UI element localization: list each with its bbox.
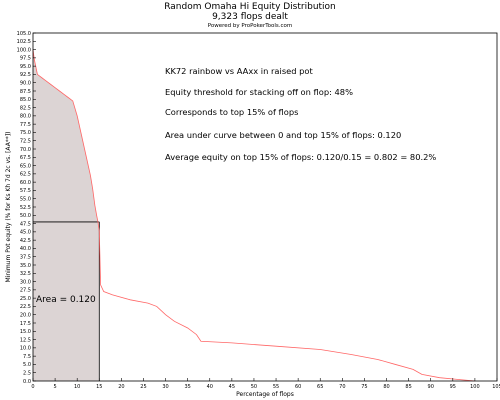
- annotation-area: Area under curve between 0 and top 15% o…: [165, 130, 401, 140]
- x-tick-label: 30: [162, 384, 168, 390]
- x-tick-label: 40: [207, 384, 213, 390]
- y-tick-label: 90.0: [20, 81, 31, 87]
- y-tick-label: 20.0: [20, 313, 31, 319]
- y-tick-label: 35.0: [20, 263, 31, 269]
- y-tick-label: 87.5: [20, 89, 31, 95]
- plot-frame: [32, 32, 498, 382]
- y-tick-label: 47.5: [20, 221, 31, 227]
- y-tick-label: 40.0: [20, 246, 31, 252]
- y-tick-label: 17.5: [20, 321, 31, 327]
- area-under-curve-fill: [33, 49, 100, 381]
- y-tick-label: 77.5: [20, 122, 31, 128]
- y-tick-label: 45.0: [20, 230, 31, 236]
- y-axis-label: Minimum Pot equity (% for Ks Kh 7d 2c vs…: [5, 132, 12, 283]
- y-tick-label: 0.0: [23, 379, 31, 385]
- x-tick-label: 55: [273, 384, 279, 390]
- annotation-matchup: KK72 rainbow vs AAxx in raised pot: [165, 66, 313, 76]
- y-tick-label: 95.0: [20, 64, 31, 70]
- y-tick-label: 65.0: [20, 163, 31, 169]
- y-tick-label: 105.0: [17, 31, 31, 37]
- x-tick-label: 35: [184, 384, 190, 390]
- y-tick-label: 50.0: [20, 213, 31, 219]
- y-tick-label: 52.5: [20, 205, 31, 211]
- y-tick-label: 25.0: [20, 296, 31, 302]
- annotation-threshold: Equity threshold for stacking off on flo…: [165, 87, 353, 97]
- chart-credit: Powered by ProPokerTools.com: [208, 23, 293, 29]
- x-tick-label: 45: [229, 384, 235, 390]
- x-tick-label: 75: [361, 384, 367, 390]
- y-tick-label: 10.0: [20, 346, 31, 352]
- y-tick-label: 97.5: [20, 56, 31, 62]
- y-tick-label: 72.5: [20, 139, 31, 145]
- y-tick-label: 100.0: [17, 47, 31, 53]
- x-tick-label: 0: [31, 384, 34, 390]
- y-tick-label: 85.0: [20, 97, 31, 103]
- x-tick-label: 25: [140, 384, 146, 390]
- x-tick-label: 105: [492, 384, 500, 390]
- y-tick-label: 82.5: [20, 105, 31, 111]
- y-tick-label: 5.0: [23, 362, 31, 368]
- y-tick-label: 42.5: [20, 238, 31, 244]
- y-tick-label: 62.5: [20, 172, 31, 178]
- y-tick-label: 32.5: [20, 271, 31, 277]
- chart-title: Random Omaha Hi Equity Distribution: [164, 2, 336, 12]
- y-tick-label: 27.5: [20, 288, 31, 294]
- chart-subtitle: 9,323 flops dealt: [212, 12, 288, 22]
- x-tick-label: 60: [295, 384, 301, 390]
- x-tick-label: 95: [450, 384, 456, 390]
- x-tick-label: 70: [339, 384, 345, 390]
- area-label: Area = 0.120: [36, 295, 96, 305]
- annotation-average: Average equity on top 15% of flops: 0.12…: [165, 152, 436, 162]
- annotation-top-flops: Corresponds to top 15% of flops: [165, 107, 298, 117]
- y-tick-label: 80.0: [20, 114, 31, 120]
- x-tick-label: 90: [428, 384, 434, 390]
- equity-curve-line: [32, 49, 475, 382]
- y-tick-label: 30.0: [20, 279, 31, 285]
- x-tick-label: 85: [405, 384, 411, 390]
- x-tick-label: 100: [470, 384, 480, 390]
- y-tick-label: 12.5: [20, 337, 31, 343]
- y-tick-label: 7.5: [23, 354, 31, 360]
- x-axis-label: Percentage of flops: [236, 391, 294, 398]
- y-tick-label: 92.5: [20, 72, 31, 78]
- x-tick-label: 80: [383, 384, 389, 390]
- x-tick-label: 10: [74, 384, 80, 390]
- x-tick-label: 15: [96, 384, 102, 390]
- x-tick-label: 50: [251, 384, 257, 390]
- y-tick-label: 37.5: [20, 255, 31, 261]
- x-tick-label: 20: [118, 384, 124, 390]
- y-tick-label: 57.5: [20, 188, 31, 194]
- y-tick-label: 15.0: [20, 329, 31, 335]
- y-tick-label: 70.0: [20, 147, 31, 153]
- y-tick-label: 67.5: [20, 155, 31, 161]
- y-tick-label: 60.0: [20, 180, 31, 186]
- x-tick-label: 65: [317, 384, 323, 390]
- y-tick-label: 102.5: [17, 39, 31, 45]
- y-tick-label: 75.0: [20, 130, 31, 136]
- x-tick-label: 5: [54, 384, 57, 390]
- y-tick-label: 22.5: [20, 304, 31, 310]
- y-tick-label: 2.5: [23, 371, 31, 377]
- y-tick-label: 55.0: [20, 197, 31, 203]
